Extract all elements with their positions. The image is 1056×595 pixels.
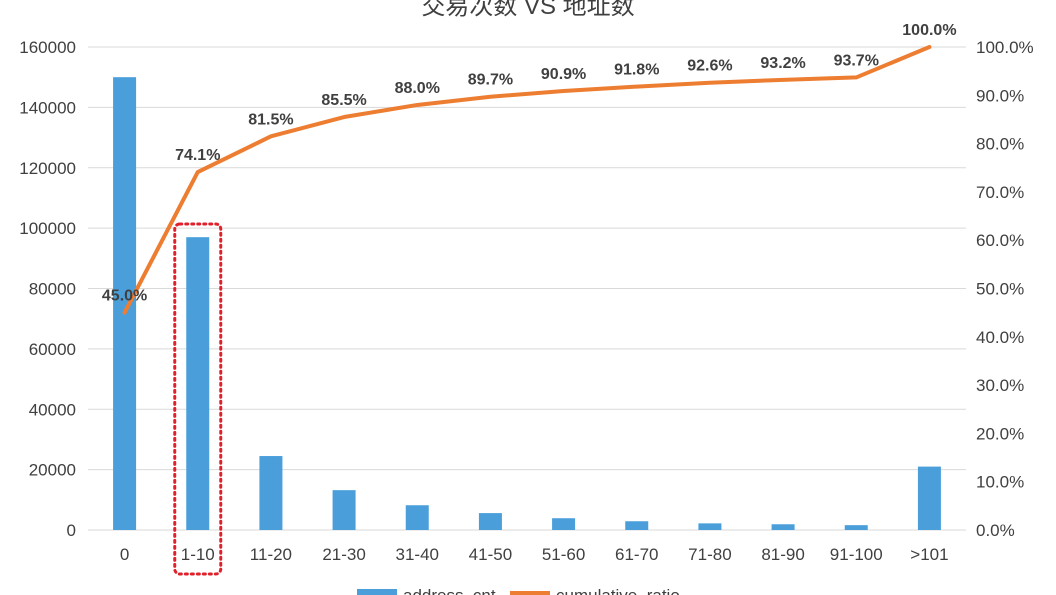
bar — [625, 521, 649, 530]
x-axis-tick-label: 51-60 — [542, 545, 585, 564]
bar — [259, 456, 283, 530]
right-axis-tick-label: 80.0% — [976, 135, 1024, 154]
right-axis-tick-label: 10.0% — [976, 473, 1024, 492]
x-axis-tick-label: 0 — [120, 545, 129, 564]
data-label: 81.5% — [248, 111, 293, 128]
data-label: 93.2% — [760, 55, 805, 72]
data-labels: 45.0% 74.1% 81.5% 85.5% 88.0% 89.7% 90.9% 91.8%… — [102, 22, 957, 305]
cumulative-ratio-line — [122, 45, 932, 315]
data-label: 93.7% — [834, 52, 879, 69]
x-axis-tick-label: 71-80 — [688, 545, 731, 564]
left-axis-tick-label: 120000 — [19, 159, 76, 178]
highlight-box-layer — [173, 222, 223, 576]
bar — [771, 524, 795, 530]
bar-series — [113, 77, 941, 530]
legend-label: address_cnt — [403, 586, 496, 595]
right-axis-tick-label: 40.0% — [976, 328, 1024, 347]
right-axis-tick-label: 70.0% — [976, 183, 1024, 202]
data-label: 89.7% — [468, 72, 513, 89]
x-axis: 0 1-10 11-20 21-30 31-40 41-50 51-60 61-70 71-80… — [120, 545, 949, 564]
x-axis-tick-label: 21-30 — [322, 545, 365, 564]
right-axis-tick-label: 60.0% — [976, 231, 1024, 250]
x-axis-tick-label: 41-50 — [469, 545, 512, 564]
left-axis-tick-label: 40000 — [29, 400, 76, 419]
bar — [186, 237, 210, 530]
right-axis: 0.0% 10.0% 20.0% 30.0% 40.0% 50.0% 60.0% 70.0% 8… — [976, 38, 1034, 540]
left-axis-tick-label: 100000 — [19, 219, 76, 238]
data-label: 91.8% — [614, 62, 659, 79]
data-label: 85.5% — [321, 92, 366, 109]
bar — [844, 525, 868, 530]
x-axis-tick-label: 31-40 — [396, 545, 439, 564]
data-label: 90.9% — [541, 66, 586, 83]
highlight-box — [173, 222, 223, 576]
data-label: 45.0% — [102, 288, 147, 305]
right-axis-tick-label: 20.0% — [976, 424, 1024, 443]
x-axis-tick-label: 1-10 — [181, 545, 215, 564]
grid-lines — [88, 46, 966, 531]
left-axis-tick-label: 160000 — [19, 38, 76, 57]
left-axis-tick-label: 0 — [67, 521, 76, 540]
right-axis-tick-label: 100.0% — [976, 38, 1034, 57]
data-label: 74.1% — [175, 147, 220, 164]
data-label: 88.0% — [395, 80, 440, 97]
line-series — [122, 45, 932, 315]
x-axis-tick-label: 91-100 — [830, 545, 883, 564]
legend: address_cnt cumulative_ratio — [357, 586, 680, 595]
left-axis-tick-label: 140000 — [19, 98, 76, 117]
data-label: 100.0% — [902, 22, 956, 39]
right-axis-tick-label: 30.0% — [976, 376, 1024, 395]
left-axis-tick-label: 60000 — [29, 340, 76, 359]
bar — [552, 518, 576, 530]
bar — [405, 505, 429, 530]
chart-title: 交易次数 VS 地址数 — [421, 0, 634, 20]
left-axis-tick-label: 20000 — [29, 461, 76, 480]
right-axis-tick-label: 90.0% — [976, 86, 1024, 105]
bar — [478, 513, 502, 530]
right-axis-tick-label: 0.0% — [976, 521, 1015, 540]
bar — [698, 523, 722, 530]
bar — [917, 466, 941, 530]
data-label: 92.6% — [687, 58, 732, 75]
x-axis-tick-label: 61-70 — [615, 545, 658, 564]
left-axis-tick-label: 80000 — [29, 280, 76, 299]
right-axis-tick-label: 50.0% — [976, 280, 1024, 299]
bar — [113, 77, 137, 530]
bar — [332, 490, 356, 530]
x-axis-tick-label: 81-90 — [761, 545, 804, 564]
x-axis-tick-label: >101 — [910, 545, 948, 564]
legend-label: cumulative_ratio — [556, 586, 680, 595]
left-axis: 0 20000 40000 60000 80000 100000 120000 140000 1… — [19, 38, 76, 540]
x-axis-tick-label: 11-20 — [250, 545, 292, 564]
legend-swatch-bar — [357, 589, 397, 595]
